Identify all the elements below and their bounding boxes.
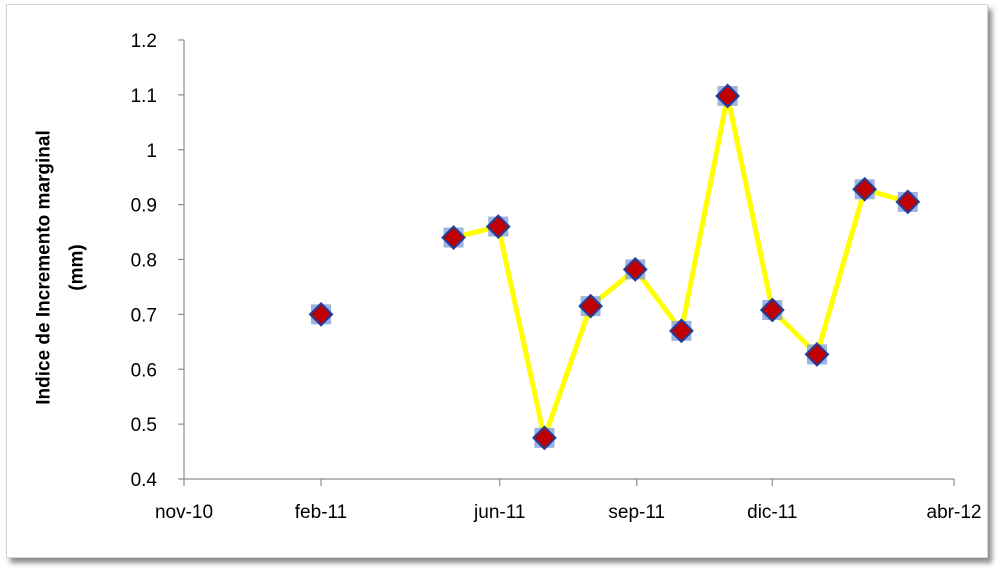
data-point (804, 342, 830, 367)
y-tick-label: 1.2 (131, 31, 157, 52)
data-point-marker (308, 301, 334, 327)
y-tick-label: 0.4 (131, 470, 158, 491)
data-point (532, 425, 557, 451)
data-point (895, 189, 921, 215)
x-tick-label: jun-11 (473, 502, 525, 523)
x-tick-label: nov-10 (155, 502, 213, 523)
data-point-marker (804, 342, 830, 367)
data-point (308, 301, 334, 327)
y-tick-label: 0.6 (131, 360, 157, 381)
data-point (759, 297, 785, 323)
y-tick-label: 0.5 (131, 415, 157, 436)
series-line (453, 93, 909, 441)
data-point-marker (532, 425, 557, 451)
data-point (578, 293, 604, 319)
data-point-marker (759, 297, 785, 323)
data-point-marker (715, 83, 741, 109)
data-point (441, 225, 466, 250)
y-tick-label: 0.7 (131, 305, 157, 326)
y-axis-title-line: Indice de Incremento marginal (34, 130, 55, 405)
y-axis-title: Indice de Incremento marginal (mm) (34, 130, 88, 405)
series-lines (453, 93, 909, 441)
y-tick-label: 0.8 (131, 251, 157, 272)
data-point-marker (578, 293, 604, 319)
data-point (669, 318, 694, 344)
data-point (852, 176, 878, 202)
data-point (715, 83, 741, 109)
data-point (485, 214, 511, 239)
y-axis-title-line: (mm) (67, 244, 88, 290)
x-tick-label: dic-11 (747, 502, 797, 523)
y-tick-label: 1.1 (131, 86, 157, 107)
data-point-marker (895, 189, 921, 215)
data-point-marker (441, 225, 466, 250)
data-point-marker (669, 318, 694, 344)
x-axis-ticks: nov-10 feb-11 jun-11 sep-11 dic-11 abr-12 (155, 479, 982, 523)
y-tick-label: 1 (146, 141, 157, 162)
data-point (622, 256, 648, 282)
data-point-marker (852, 176, 878, 202)
y-tick-label: 0.9 (131, 196, 157, 217)
chart-frame (6, 4, 988, 558)
data-point-marker (485, 214, 511, 239)
series-points (308, 83, 921, 451)
data-point-marker (622, 256, 648, 282)
x-tick-label: feb-11 (295, 502, 347, 523)
y-axis-ticks: 0.4 0.5 0.6 0.7 0.8 0.9 1 1.1 1.2 (131, 31, 184, 491)
x-tick-label: abr-12 (927, 502, 982, 523)
x-tick-label: sep-11 (608, 502, 665, 523)
